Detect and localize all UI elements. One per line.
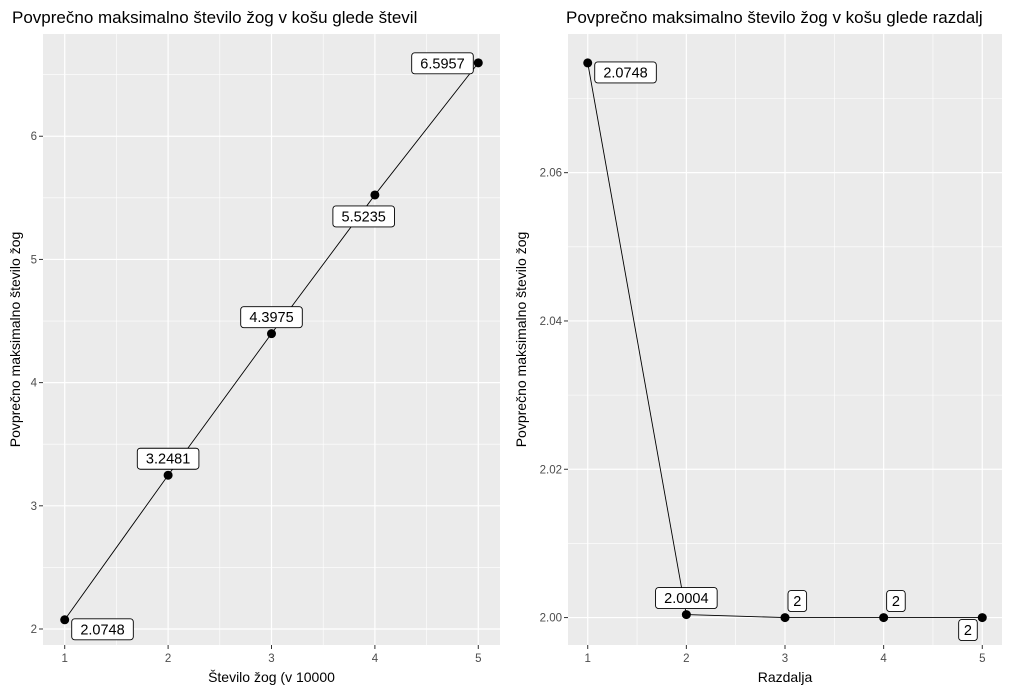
data-point	[163, 470, 173, 480]
svg-text:5.5235: 5.5235	[342, 209, 386, 225]
y-tick-label: 2.02	[540, 464, 562, 476]
x-tick-label: 2	[683, 653, 689, 665]
data-point	[583, 58, 593, 68]
svg-text:3.2481: 3.2481	[146, 452, 190, 468]
data-label: 4.3975	[240, 306, 303, 329]
data-label: 2	[886, 590, 906, 613]
data-label: 2.0748	[71, 618, 134, 641]
data-point	[473, 58, 483, 68]
svg-text:4.3975: 4.3975	[249, 310, 293, 326]
x-tick-label: 3	[782, 653, 788, 665]
y-axis-title: Povprečno maksimalno število žog	[7, 232, 23, 448]
chart-distance: 1 2 3 4 5 2.00 2.02 2.04 2.06 2.0748 2.0004 2 2 2 Povp…	[513, 8, 1002, 685]
x-axis-title: Razdalja	[758, 669, 813, 685]
svg-text:2: 2	[793, 594, 801, 610]
data-point	[60, 615, 70, 625]
y-tick-label: 2	[31, 624, 37, 636]
y-tick-label: 4	[31, 378, 38, 390]
data-point	[681, 610, 691, 620]
y-tick-label: 2.04	[540, 316, 563, 328]
data-point	[879, 613, 889, 623]
x-tick-label: 2	[165, 653, 171, 665]
x-tick-label: 5	[979, 653, 985, 665]
x-tick-label: 1	[585, 653, 591, 665]
x-tick-label: 4	[880, 653, 887, 665]
y-tick-label: 6	[31, 131, 37, 143]
svg-text:6.5957: 6.5957	[420, 56, 464, 72]
chart-ball-count: 1 2 3 4 5 2 3 4 5 6 2.0748 3.2481 4.3975 5.5235 6.5957…	[7, 8, 500, 685]
y-tick-label: 5	[31, 254, 37, 266]
data-label: 5.5235	[332, 205, 395, 228]
svg-text:2.0004: 2.0004	[664, 591, 708, 607]
x-tick-label: 1	[62, 653, 68, 665]
x-tick-label: 5	[475, 653, 481, 665]
data-label: 6.5957	[411, 52, 474, 75]
svg-text:2.0748: 2.0748	[603, 65, 647, 81]
svg-text:2.0748: 2.0748	[80, 622, 124, 638]
data-label: 3.2481	[136, 447, 200, 470]
y-tick-label: 2.06	[540, 168, 562, 180]
chart-title: Povprečno maksimalno število žog v košu …	[566, 8, 983, 27]
y-tick-label: 2.00	[540, 613, 562, 625]
data-point	[780, 613, 790, 623]
data-label: 2	[958, 619, 978, 642]
x-tick-label: 4	[372, 653, 379, 665]
y-tick-label: 3	[31, 501, 37, 513]
svg-text:2: 2	[892, 594, 900, 610]
data-point	[370, 190, 380, 200]
chart-title: Povprečno maksimalno število žog v košu …	[12, 8, 417, 27]
x-axis-title: Število žog (v 10000	[208, 669, 335, 685]
data-label: 2.0004	[655, 587, 718, 610]
data-point	[977, 613, 987, 623]
data-label: 2	[787, 590, 808, 613]
data-point	[267, 329, 276, 339]
x-tick-label: 3	[268, 653, 274, 665]
data-label: 2.0748	[594, 61, 657, 84]
y-axis-title: Povprečno maksimalno število žog	[513, 232, 529, 448]
svg-text:2: 2	[964, 623, 972, 639]
